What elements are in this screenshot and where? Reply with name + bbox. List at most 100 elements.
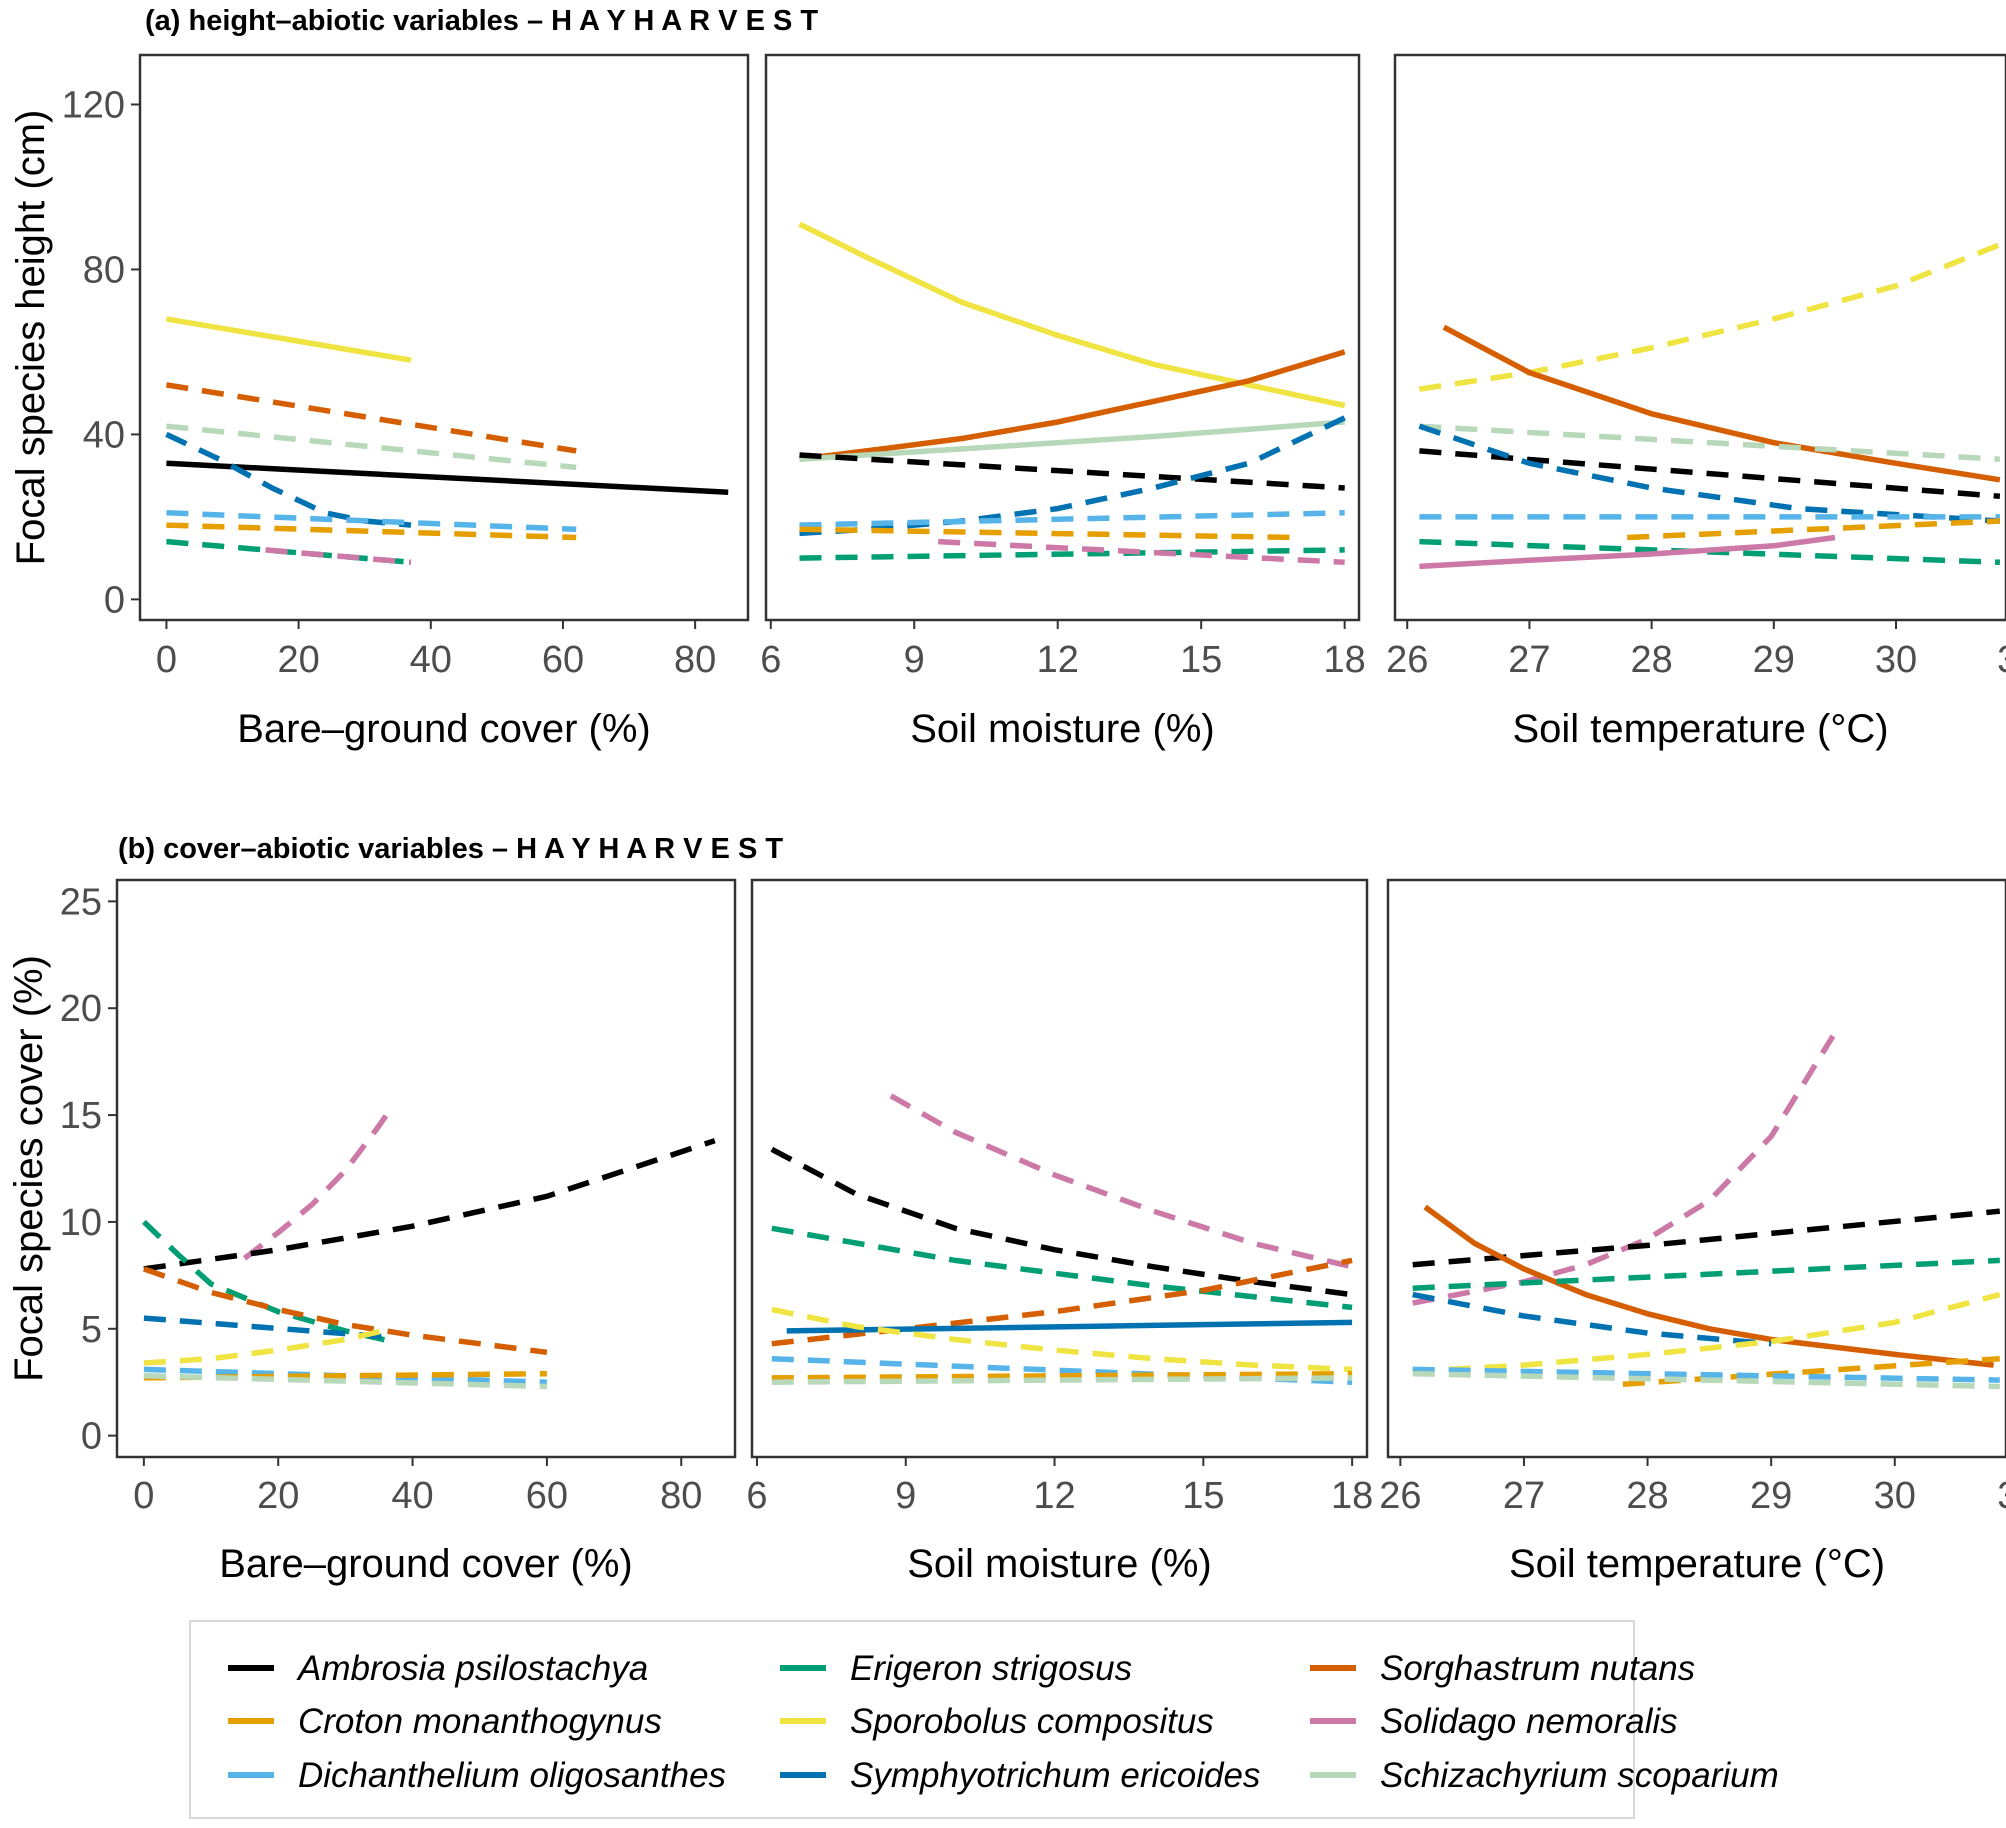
x-tick-label: 6: [760, 639, 781, 681]
series-line-solidago-nemoralis: [1412, 1034, 1836, 1306]
x-tick-label: 27: [1503, 1475, 1545, 1517]
x-tick-label: 18: [1331, 1475, 1373, 1517]
x-tick-label: 20: [257, 1475, 299, 1517]
x-axis-label: Soil temperature (°C): [1512, 707, 1888, 751]
x-tick-label: 20: [277, 639, 319, 681]
y-tick-label: 25: [60, 881, 102, 923]
series-line-ambrosia-psilostachya: [1412, 1208, 2001, 1268]
series-line-dichanthelium-oligosanthes: [1412, 1366, 2000, 1383]
x-tick-label: 30: [1874, 1475, 1916, 1517]
series-line-croton-monanthogynus: [1622, 1355, 2000, 1388]
x-tick-label: 26: [1379, 1475, 1421, 1517]
series-line-schizachyrium-scoparium: [1412, 1370, 2000, 1390]
series-line-symphyotrichum-ericoides: [143, 1315, 393, 1341]
series-line-ambrosia-psilostachya: [143, 1138, 716, 1272]
y-tick-label: 20: [60, 988, 102, 1030]
legend-label-erigeron-strigosus: Erigeron strigosus: [850, 1649, 1132, 1688]
legend-label-schizachyrium-scoparium: Schizachyrium scoparium: [1380, 1756, 1779, 1795]
x-tick-label: 28: [1626, 1475, 1668, 1517]
x-tick-label: 40: [391, 1475, 433, 1517]
x-axis-label: Bare–ground cover (%): [219, 1542, 633, 1586]
x-tick-label: 0: [156, 639, 177, 681]
legend-label-solidago-nemoralis: Solidago nemoralis: [1380, 1702, 1678, 1741]
panel-border: [1393, 53, 2006, 622]
series-line-croton-monanthogynus: [771, 1370, 1353, 1381]
x-tick-label: 60: [526, 1475, 568, 1517]
series-line-ambrosia-psilostachya: [770, 1146, 1353, 1298]
series-line-sporobolus-compositus: [1418, 242, 2001, 392]
series-line-solidago-nemoralis: [1419, 534, 1836, 570]
panel-border: [115, 878, 737, 1459]
x-tick-label: 31: [1997, 639, 2006, 681]
series-line-schizachyrium-scoparium: [799, 419, 1345, 462]
series-line-erigeron-strigosus: [771, 1225, 1353, 1311]
y-tick-label: 0: [81, 1416, 102, 1458]
chart-title: (b) cover–abiotic variables – H A Y H A …: [118, 833, 783, 865]
x-axis-label: Soil moisture (%): [910, 707, 1215, 751]
legend-label-dichanthelium-oligosanthes: Dichanthelium oligosanthes: [298, 1756, 726, 1795]
y-axis-label: Focal species cover (%): [7, 955, 51, 1382]
panel-border: [750, 878, 1369, 1459]
series-line-sporobolus-compositus: [771, 1306, 1353, 1373]
x-axis-label: Soil moisture (%): [907, 1542, 1212, 1586]
series-line-symphyotrichum-ericoides: [786, 1319, 1353, 1334]
series-line-sporobolus-compositus: [143, 1326, 394, 1366]
series-line-dichanthelium-oligosanthes: [166, 510, 577, 533]
x-tick-label: 6: [746, 1475, 767, 1517]
series-line-croton-monanthogynus: [166, 522, 577, 541]
x-tick-label: 26: [1386, 639, 1428, 681]
series-line-symphyotrichum-ericoides: [1418, 423, 2001, 524]
series-line-solidago-nemoralis: [938, 538, 1345, 566]
x-tick-label: 27: [1508, 639, 1550, 681]
panel-border: [764, 53, 1361, 622]
series-line-solidago-nemoralis: [242, 1104, 395, 1261]
series-line-sorghastrum-nutans: [1423, 1204, 1994, 1368]
series-line-solidago-nemoralis: [265, 547, 412, 566]
series-line-symphyotrichum-ericoides: [799, 415, 1346, 537]
series-line-croton-monanthogynus: [143, 1370, 547, 1381]
legend-label-symphyotrichum-ericoides: Symphyotrichum ericoides: [850, 1756, 1260, 1795]
x-tick-label: 31: [1997, 1475, 2006, 1517]
legend-label-croton-monanthogynus: Croton monanthogynus: [298, 1702, 662, 1741]
x-tick-label: 60: [542, 639, 584, 681]
series-line-solidago-nemoralis: [889, 1093, 1353, 1270]
series-line-sorghastrum-nutans: [1442, 324, 2001, 483]
x-tick-label: 29: [1753, 639, 1795, 681]
x-axis-label: Bare–ground cover (%): [237, 707, 651, 751]
x-tick-label: 9: [895, 1475, 916, 1517]
series-line-ambrosia-psilostachya: [1419, 448, 2001, 500]
series-line-erigeron-strigosus: [142, 1219, 394, 1345]
x-tick-label: 80: [660, 1475, 702, 1517]
x-tick-label: 9: [904, 639, 925, 681]
series-line-ambrosia-psilostachya: [799, 452, 1345, 491]
x-tick-label: 80: [674, 639, 716, 681]
x-tick-label: 15: [1182, 1475, 1224, 1517]
x-axis-label: Soil temperature (°C): [1509, 1542, 1885, 1586]
series-line-erigeron-strigosus: [799, 547, 1345, 561]
chart-title: (a) height–abiotic variables – H A Y H A…: [145, 5, 818, 37]
y-tick-label: 120: [62, 84, 125, 126]
x-tick-label: 15: [1180, 639, 1222, 681]
series-line-sorghastrum-nutans: [165, 382, 577, 454]
series-line-sorghastrum-nutans: [771, 1257, 1353, 1347]
x-tick-label: 18: [1324, 639, 1366, 681]
legend-label-sporobolus-compositus: Sporobolus compositus: [850, 1702, 1214, 1741]
series-line-croton-monanthogynus: [799, 526, 1297, 541]
series-line-schizachyrium-scoparium: [143, 1373, 547, 1390]
series-line-symphyotrichum-ericoides: [1412, 1291, 1772, 1347]
x-tick-label: 12: [1033, 1475, 1075, 1517]
x-tick-label: 29: [1750, 1475, 1792, 1517]
legend-box: [189, 1620, 1635, 1819]
panel-border: [1386, 878, 2006, 1459]
series-line-schizachyrium-scoparium: [771, 1375, 1353, 1385]
y-tick-label: 15: [60, 1095, 102, 1137]
series-line-erigeron-strigosus: [166, 538, 412, 566]
series-line-sporobolus-compositus: [798, 221, 1346, 409]
x-tick-label: 40: [410, 639, 452, 681]
series-line-dichanthelium-oligosanthes: [799, 510, 1345, 528]
series-line-sporobolus-compositus: [1412, 1291, 2001, 1375]
panel-border: [138, 53, 750, 622]
legend-label-ambrosia-psilostachya: Ambrosia psilostachya: [296, 1649, 648, 1688]
series-line-symphyotrichum-ericoides: [165, 431, 412, 528]
